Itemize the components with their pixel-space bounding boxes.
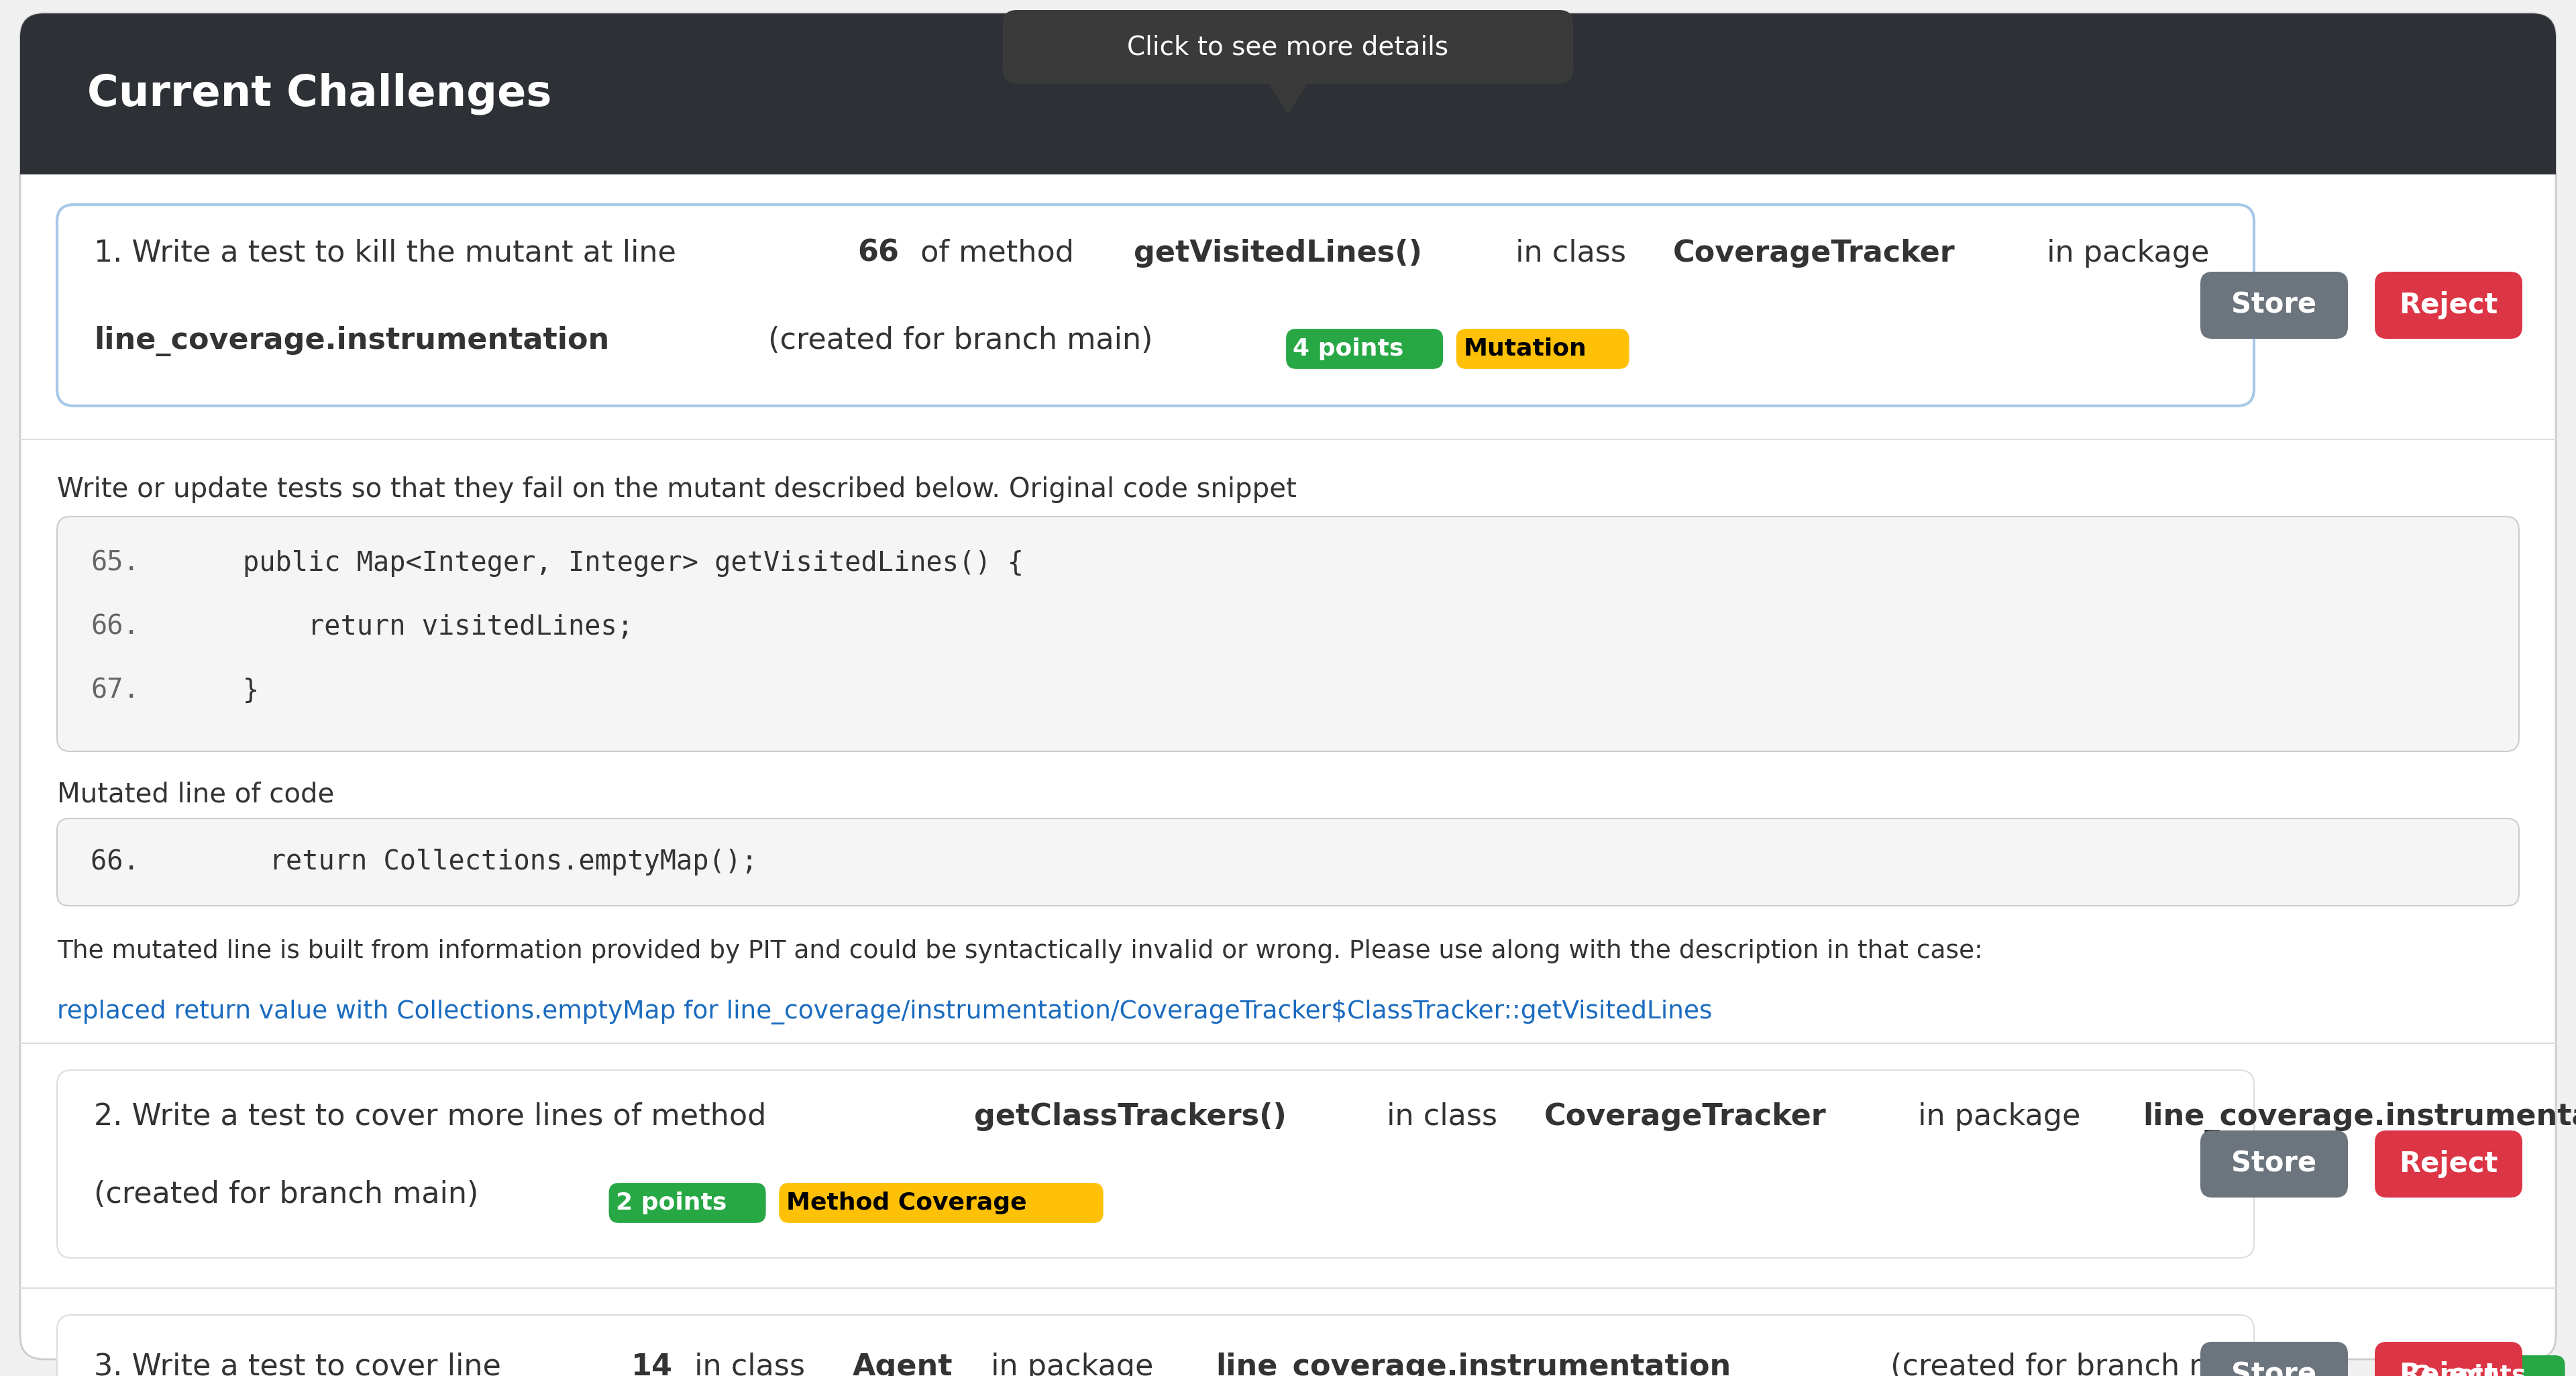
Text: Store: Store <box>2231 1150 2316 1178</box>
Text: Reject: Reject <box>2398 1150 2499 1178</box>
Text: replaced return value with Collections.emptyMap for line_coverage/instrumentatio: replaced return value with Collections.e… <box>57 999 1713 1025</box>
Text: 3. Write a test to cover line: 3. Write a test to cover line <box>93 1353 510 1376</box>
FancyBboxPatch shape <box>2200 1342 2347 1376</box>
Text: CoverageTracker: CoverageTracker <box>1672 239 1955 268</box>
FancyBboxPatch shape <box>1285 329 1443 369</box>
Text: public Map<Integer, Integer> getVisitedLines() {: public Map<Integer, Integer> getVisitedL… <box>178 550 1023 577</box>
Text: of method: of method <box>912 239 1084 268</box>
Text: in class: in class <box>1507 239 1636 268</box>
Text: Reject: Reject <box>2398 292 2499 319</box>
FancyBboxPatch shape <box>57 516 2519 751</box>
FancyBboxPatch shape <box>608 1183 765 1223</box>
Text: return visitedLines;: return visitedLines; <box>178 614 634 641</box>
Text: 1. Write a test to kill the mutant at line: 1. Write a test to kill the mutant at li… <box>93 239 685 268</box>
Text: 2 points: 2 points <box>616 1192 726 1214</box>
FancyBboxPatch shape <box>2200 1131 2347 1197</box>
FancyBboxPatch shape <box>2375 1342 2522 1376</box>
Bar <box>21 94 2555 175</box>
Text: in class: in class <box>685 1353 814 1376</box>
FancyBboxPatch shape <box>21 14 2555 175</box>
Text: (created for branch main): (created for branch main) <box>93 1181 487 1210</box>
Text: Current Challenges: Current Challenges <box>88 73 551 114</box>
Text: in class: in class <box>1378 1102 1507 1131</box>
Text: in package: in package <box>981 1353 1164 1376</box>
Text: in package: in package <box>2038 239 2210 268</box>
Text: 14: 14 <box>631 1353 672 1376</box>
Text: Click to see more details: Click to see more details <box>1128 34 1448 59</box>
FancyBboxPatch shape <box>57 1315 2254 1376</box>
Text: CoverageTracker: CoverageTracker <box>1543 1102 1826 1131</box>
Text: Write or update tests so that they fail on the mutant described below. Original : Write or update tests so that they fail … <box>57 476 1296 504</box>
Text: line_coverage.instrumentation: line_coverage.instrumentation <box>1216 1353 1731 1376</box>
FancyBboxPatch shape <box>57 205 2254 406</box>
Text: Agent: Agent <box>853 1353 953 1376</box>
Text: Method Coverage: Method Coverage <box>786 1192 1025 1214</box>
Text: 2. Write a test to cover more lines of method: 2. Write a test to cover more lines of m… <box>93 1102 775 1131</box>
FancyBboxPatch shape <box>1455 329 1628 369</box>
Text: 66.        return Collections.emptyMap();: 66. return Collections.emptyMap(); <box>90 849 757 875</box>
FancyBboxPatch shape <box>57 1071 2254 1258</box>
Text: The mutated line is built from information provided by PIT and could be syntacti: The mutated line is built from informati… <box>57 940 1984 963</box>
FancyBboxPatch shape <box>1002 10 1574 84</box>
Text: (created for branch main): (created for branch main) <box>1880 1353 2285 1376</box>
Text: 4 points: 4 points <box>1293 337 1404 361</box>
Text: (created for branch main): (created for branch main) <box>760 326 1162 355</box>
Text: }: } <box>178 677 260 705</box>
Text: Store: Store <box>2231 292 2316 319</box>
Text: line_coverage.instrumentation: line_coverage.instrumentation <box>93 326 611 356</box>
Text: 2 points: 2 points <box>2414 1364 2527 1376</box>
Text: in package: in package <box>1909 1102 2089 1131</box>
FancyBboxPatch shape <box>21 14 2555 1359</box>
Text: 65.: 65. <box>90 550 139 577</box>
Text: line_coverage.instrumentation: line_coverage.instrumentation <box>2143 1102 2576 1132</box>
Text: Reject: Reject <box>2398 1361 2499 1376</box>
Text: Store: Store <box>2231 1361 2316 1376</box>
FancyBboxPatch shape <box>2200 271 2347 338</box>
Text: 67.: 67. <box>90 677 139 705</box>
FancyBboxPatch shape <box>2375 1131 2522 1197</box>
FancyBboxPatch shape <box>57 819 2519 905</box>
FancyBboxPatch shape <box>2375 271 2522 338</box>
FancyBboxPatch shape <box>778 1183 1103 1223</box>
Text: getVisitedLines(): getVisitedLines() <box>1133 239 1422 268</box>
Text: getClassTrackers(): getClassTrackers() <box>974 1102 1285 1131</box>
Text: 66.: 66. <box>90 614 139 641</box>
Text: Mutated line of code: Mutated line of code <box>57 782 335 809</box>
Text: Mutation: Mutation <box>1463 337 1587 361</box>
Polygon shape <box>1270 84 1306 114</box>
FancyBboxPatch shape <box>2409 1355 2566 1376</box>
Text: 66: 66 <box>858 239 899 268</box>
